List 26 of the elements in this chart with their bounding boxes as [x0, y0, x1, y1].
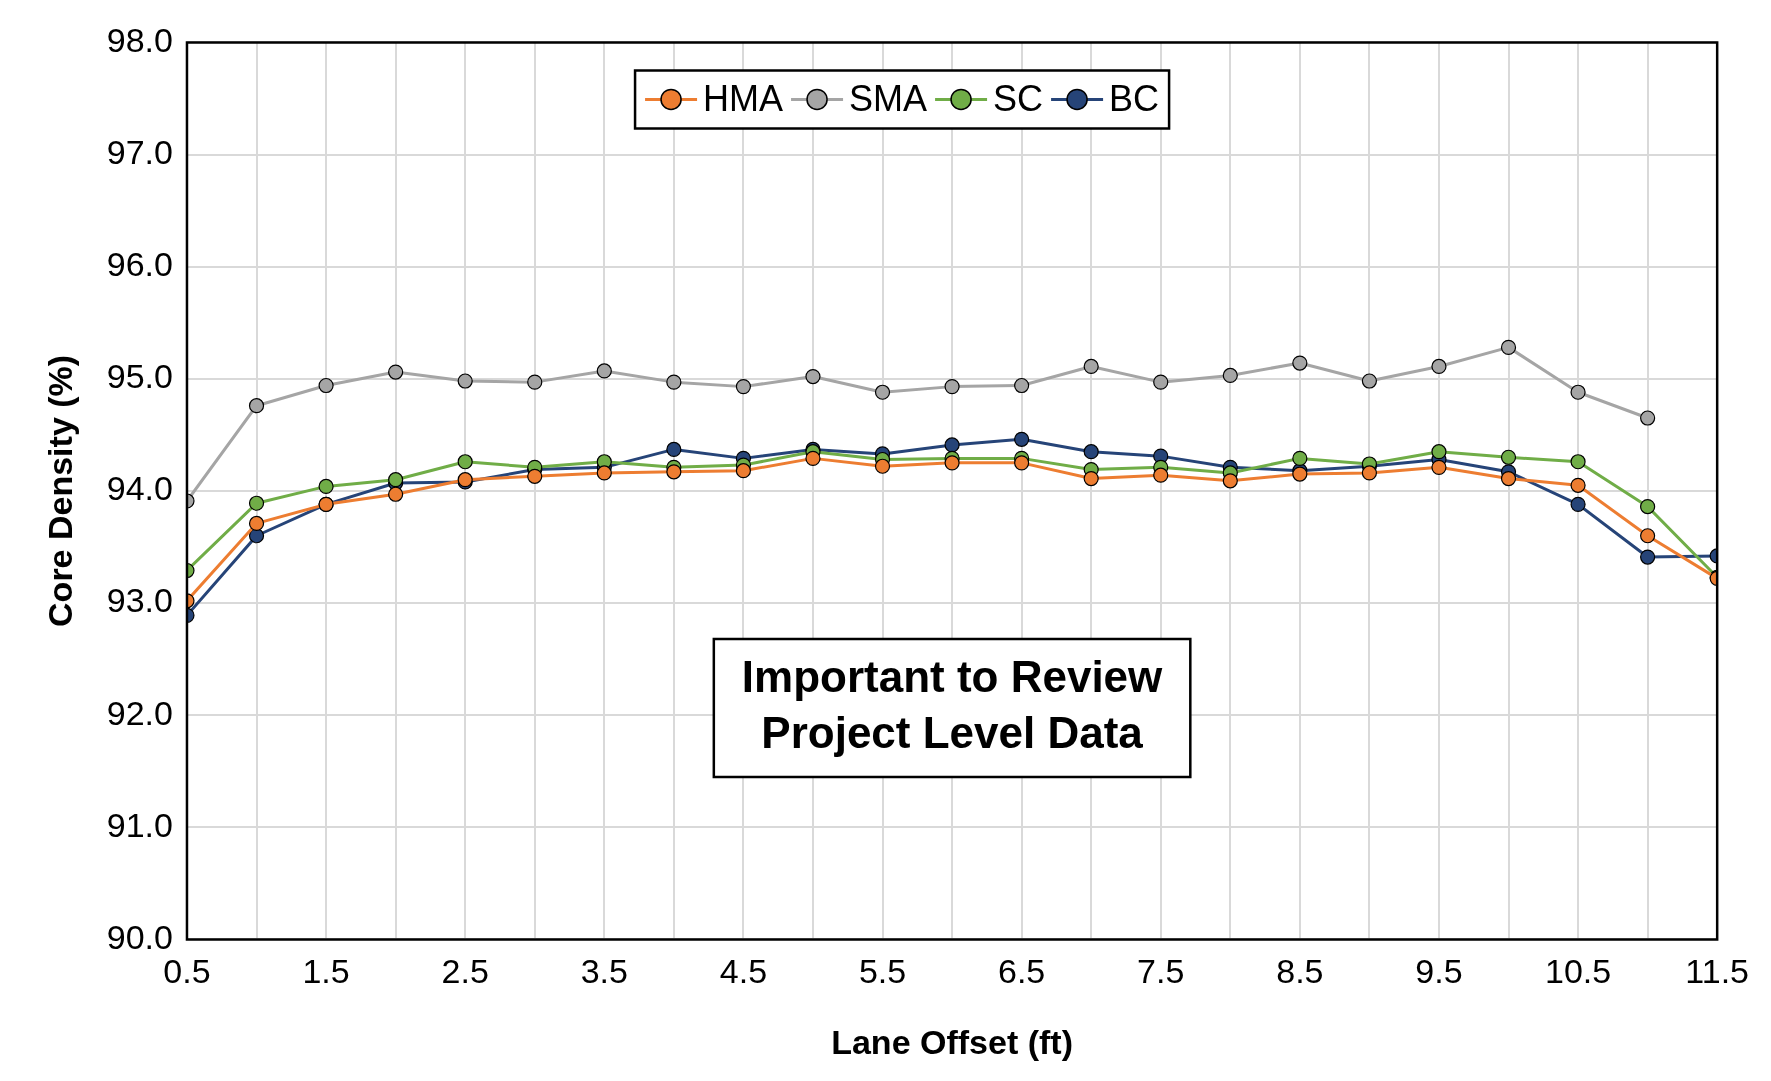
legend-label: SMA — [849, 78, 928, 120]
legend-label: SC — [993, 78, 1044, 120]
x-tick-label: 3.5 — [580, 952, 628, 991]
y-tick-label: 96.0 — [106, 245, 173, 284]
y-tick-label: 97.0 — [106, 132, 173, 171]
x-tick-label: 5.5 — [858, 952, 907, 991]
y-tick-label: 93.0 — [106, 581, 173, 620]
y-tick-label: 95.0 — [106, 357, 173, 396]
x-tick-label: 2.5 — [441, 952, 489, 991]
y-tick-label: 94.0 — [106, 469, 173, 508]
x-tick-label: 11.5 — [1685, 952, 1749, 991]
x-tick-label: 8.5 — [1276, 952, 1324, 991]
x-tick-label: 1.5 — [302, 952, 350, 991]
legend-label: BC — [1109, 78, 1160, 120]
annotation: Important to Review Project Level Data — [741, 652, 1164, 758]
x-axis-title: Lane Offset (ft) — [831, 1022, 1073, 1061]
x-tick-label: 7.5 — [1137, 952, 1185, 991]
x-tick-label: 10.5 — [1544, 952, 1612, 991]
y-axis-title: Core Density (%) — [40, 354, 79, 627]
x-tick-label: 4.5 — [719, 952, 768, 991]
legend-label: HMA — [703, 78, 784, 120]
y-tick-label: 98.0 — [106, 20, 173, 59]
y-tick-label: 92.0 — [106, 693, 173, 732]
x-tick-label: 6.5 — [998, 952, 1046, 991]
y-tick-label: 91.0 — [106, 805, 173, 844]
x-tick-label: 9.5 — [1415, 952, 1463, 991]
